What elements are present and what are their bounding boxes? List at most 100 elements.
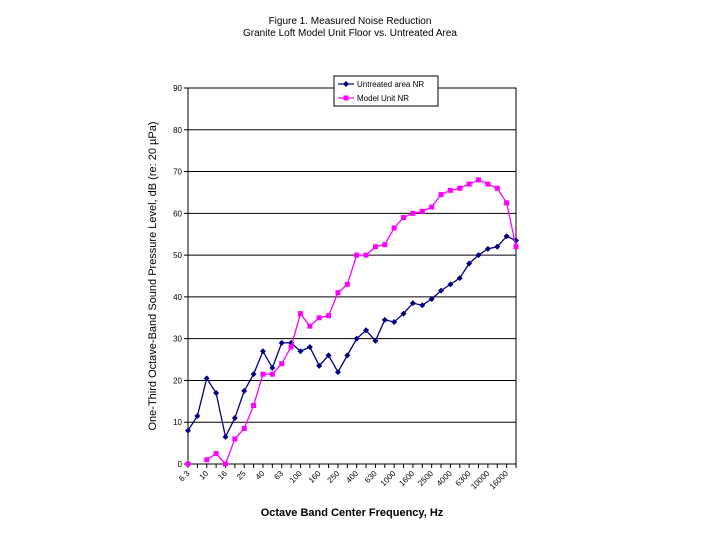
data-point-untreated: [400, 310, 407, 317]
data-point-untreated: [231, 415, 238, 422]
x-tick-label: 400: [344, 469, 360, 485]
x-tick-label: 40: [254, 469, 267, 482]
data-point-model: [297, 311, 303, 317]
data-point-untreated: [419, 302, 426, 309]
data-point-untreated: [466, 260, 473, 267]
gridlines: [188, 129, 516, 423]
series-line-0: [187, 235, 517, 439]
data-point-untreated: [363, 327, 370, 334]
data-point-untreated: [391, 318, 398, 325]
data-point-model: [269, 371, 275, 377]
x-tick-label: 160: [307, 469, 323, 485]
data-point-untreated: [278, 339, 285, 346]
x-axis-ticks: 6.3 10 16 25 40 63 100 160 250 400 630 1000 1600 2500…: [177, 464, 517, 491]
data-point-model: [513, 244, 519, 250]
data-point-model: [419, 208, 425, 214]
y-tick-label: 0: [178, 460, 183, 469]
data-point-untreated: [203, 375, 210, 382]
data-point-model: [466, 181, 472, 187]
data-point-model: [476, 177, 482, 183]
x-tick-label: 25: [235, 469, 248, 482]
data-point-model: [288, 344, 294, 350]
x-tick-label: 2500: [416, 469, 435, 488]
data-point-untreated: [250, 371, 257, 378]
legend-box: [333, 75, 439, 107]
y-axis-ticks: 0 10 20 30 40 50 60 70 80 90: [173, 84, 188, 469]
x-tick-label: 63: [272, 469, 285, 482]
data-point-model: [316, 315, 322, 321]
data-point-model: [251, 403, 257, 409]
x-tick-label: 10: [197, 469, 210, 482]
x-tick-label: 1000: [379, 469, 398, 488]
data-point-untreated: [316, 362, 323, 369]
data-point-model: [447, 187, 453, 193]
x-tick-label: 10000: [469, 469, 491, 491]
data-point-untreated: [353, 335, 360, 342]
data-point-untreated: [306, 344, 313, 351]
data-point-model: [354, 252, 360, 258]
data-point-untreated: [344, 352, 351, 359]
series-line-1: [206, 179, 517, 466]
y-tick-label: 20: [173, 376, 182, 385]
legend-marker-untreated: [343, 81, 349, 87]
data-point-model: [494, 185, 500, 191]
data-point-model: [222, 461, 228, 467]
data-point-untreated: [428, 295, 435, 302]
data-point-model: [504, 200, 510, 206]
data-point-model: [401, 215, 407, 221]
y-tick-label: 50: [173, 251, 182, 260]
x-tick-label: 4000: [435, 469, 454, 488]
y-tick-label: 30: [173, 335, 182, 344]
legend-label-model: Model Unit NR: [357, 94, 409, 103]
data-point-model: [372, 244, 378, 250]
data-point-model: [363, 252, 369, 258]
legend-label-untreated: Untreated area NR: [357, 80, 424, 89]
data-point-untreated: [503, 233, 510, 240]
data-point-model: [307, 323, 313, 329]
chart-title: Figure 1. Measured Noise Reduction: [268, 16, 432, 27]
data-point-untreated: [456, 275, 463, 282]
data-point-untreated: [381, 316, 388, 323]
y-tick-label: 70: [173, 168, 182, 177]
data-point-model: [429, 204, 435, 210]
data-point-untreated: [269, 364, 276, 371]
data-point-untreated: [259, 348, 266, 355]
data-point-model: [457, 185, 463, 191]
x-tick-label: 16: [216, 469, 229, 482]
data-point-untreated: [185, 427, 191, 434]
data-point-model: [410, 210, 416, 216]
data-point-model: [344, 281, 350, 287]
data-point-model: [326, 313, 332, 319]
x-tick-label: 250: [326, 469, 342, 485]
x-axis-label: Octave Band Center Frequency, Hz: [261, 507, 444, 519]
series-layer: [185, 177, 519, 467]
data-point-untreated: [494, 243, 501, 250]
data-point-model: [213, 451, 219, 457]
y-tick-label: 40: [173, 293, 182, 302]
data-point-untreated: [334, 369, 341, 376]
data-point-model: [279, 361, 285, 367]
data-point-untreated: [484, 245, 491, 252]
legend-marker-model: [343, 95, 349, 101]
x-tick-label: 6.3: [177, 469, 192, 484]
plot-area: [187, 87, 517, 465]
y-tick-label: 10: [173, 418, 182, 427]
data-point-untreated: [409, 300, 416, 307]
x-tick-label: 630: [363, 469, 379, 485]
data-point-untreated: [325, 352, 332, 359]
y-tick-label: 80: [173, 126, 182, 135]
legend: Untreated area NR Model Unit NR: [333, 75, 439, 107]
data-point-untreated: [447, 281, 454, 288]
y-tick-label: 60: [173, 209, 182, 218]
x-tick-label: 100: [288, 469, 304, 485]
data-point-model: [485, 181, 491, 187]
data-point-model: [241, 425, 247, 431]
data-point-untreated: [372, 337, 379, 344]
data-point-model: [260, 371, 266, 377]
data-point-untreated: [297, 348, 304, 355]
y-tick-label: 90: [173, 84, 182, 93]
data-point-untreated: [222, 433, 229, 440]
data-point-model: [382, 242, 388, 248]
data-point-untreated: [475, 252, 482, 259]
data-point-untreated: [213, 389, 220, 396]
